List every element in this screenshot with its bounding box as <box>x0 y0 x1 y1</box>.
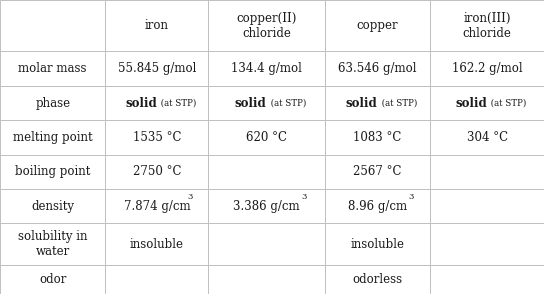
Bar <box>325 86 430 120</box>
Bar <box>208 120 325 155</box>
Text: (at STP): (at STP) <box>379 98 417 108</box>
Text: odor: odor <box>39 273 66 286</box>
Text: 134.4 g/mol: 134.4 g/mol <box>231 62 302 75</box>
Bar <box>430 0 544 51</box>
Text: 3: 3 <box>301 193 306 201</box>
Bar <box>0 0 106 51</box>
Bar <box>0 51 106 86</box>
Bar <box>0 265 106 294</box>
Bar <box>208 265 325 294</box>
Bar <box>325 265 430 294</box>
Bar <box>430 189 544 223</box>
Text: 63.546 g/mol: 63.546 g/mol <box>338 62 417 75</box>
Bar <box>325 0 430 51</box>
Text: molar mass: molar mass <box>18 62 87 75</box>
Text: 8.96 g/cm: 8.96 g/cm <box>348 200 407 213</box>
Bar <box>106 223 208 265</box>
Text: 304 °C: 304 °C <box>467 131 508 144</box>
Text: 55.845 g/mol: 55.845 g/mol <box>118 62 196 75</box>
Text: boiling point: boiling point <box>15 165 90 178</box>
Bar <box>106 86 208 120</box>
Bar <box>0 155 106 189</box>
Bar <box>106 120 208 155</box>
Text: odorless: odorless <box>353 273 403 286</box>
Bar <box>430 223 544 265</box>
Text: iron: iron <box>145 19 169 32</box>
Text: copper(II)
chloride: copper(II) chloride <box>236 12 296 40</box>
Bar <box>430 155 544 189</box>
Text: 7.874 g/cm: 7.874 g/cm <box>123 200 190 213</box>
Text: phase: phase <box>35 96 70 110</box>
Text: copper: copper <box>357 19 398 32</box>
Bar <box>0 223 106 265</box>
Text: 1535 °C: 1535 °C <box>133 131 181 144</box>
Text: 162.2 g/mol: 162.2 g/mol <box>452 62 522 75</box>
Text: density: density <box>31 200 74 213</box>
Bar <box>106 51 208 86</box>
Text: solid: solid <box>234 96 267 110</box>
Text: (at STP): (at STP) <box>268 98 306 108</box>
Text: melting point: melting point <box>13 131 92 144</box>
Text: 2750 °C: 2750 °C <box>133 165 181 178</box>
Bar <box>0 120 106 155</box>
Text: insoluble: insoluble <box>350 238 405 250</box>
Bar <box>0 86 106 120</box>
Bar <box>430 265 544 294</box>
Bar <box>430 120 544 155</box>
Text: 3.386 g/cm: 3.386 g/cm <box>233 200 300 213</box>
Bar <box>325 120 430 155</box>
Text: 3: 3 <box>187 193 193 201</box>
Text: 620 °C: 620 °C <box>246 131 287 144</box>
Text: iron(III)
chloride: iron(III) chloride <box>462 12 511 40</box>
Text: (at STP): (at STP) <box>158 98 196 108</box>
Bar <box>325 189 430 223</box>
Text: solid: solid <box>125 96 157 110</box>
Bar <box>208 51 325 86</box>
Text: 1083 °C: 1083 °C <box>353 131 401 144</box>
Text: solubility in
water: solubility in water <box>18 230 88 258</box>
Bar <box>208 86 325 120</box>
Bar <box>208 155 325 189</box>
Text: solid: solid <box>455 96 487 110</box>
Bar <box>208 223 325 265</box>
Bar <box>208 0 325 51</box>
Bar <box>0 189 106 223</box>
Text: 3: 3 <box>409 193 414 201</box>
Bar <box>208 189 325 223</box>
Bar <box>106 0 208 51</box>
Text: insoluble: insoluble <box>130 238 184 250</box>
Text: solid: solid <box>346 96 378 110</box>
Bar <box>106 265 208 294</box>
Bar <box>106 155 208 189</box>
Text: 2567 °C: 2567 °C <box>353 165 401 178</box>
Bar <box>106 189 208 223</box>
Bar <box>430 51 544 86</box>
Bar <box>430 86 544 120</box>
Bar <box>325 155 430 189</box>
Bar <box>325 51 430 86</box>
Bar <box>325 223 430 265</box>
Text: (at STP): (at STP) <box>488 98 527 108</box>
